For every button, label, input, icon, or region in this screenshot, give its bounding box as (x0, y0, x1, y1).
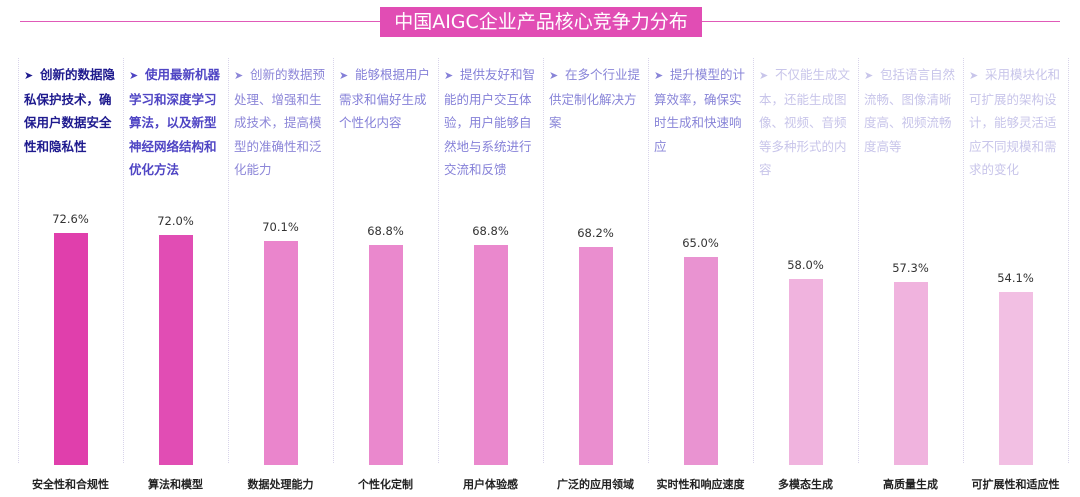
category-label: 安全性和合规性 (32, 478, 109, 491)
column-divider (543, 58, 544, 463)
bar (53, 232, 88, 465)
bar (158, 234, 193, 465)
column-description: ➤ 提供友好和智能的用户交互体验，用户能够自然地与系统进行交流和反馈 (444, 63, 540, 182)
arrow-right-icon: ➤ (759, 69, 769, 82)
category-label: 用户体验感 (463, 478, 518, 491)
arrow-right-icon: ➤ (549, 69, 559, 82)
arrow-right-icon: ➤ (339, 69, 349, 82)
arrow-right-icon: ➤ (129, 69, 139, 82)
column-description: ➤ 不仅能生成文本，还能生成图像、视频、音频等多种形式的内容 (759, 63, 855, 182)
column-description: ➤ 在多个行业提供定制化解决方案 (549, 63, 645, 135)
column-description: ➤ 包括语言自然流畅、图像清晰度高、视频流畅度高等 (864, 63, 960, 158)
column-divider (648, 58, 649, 463)
category-label: 个性化定制 (358, 478, 413, 491)
bar-value-label: 68.2% (577, 225, 614, 240)
bar (683, 257, 718, 465)
column-description: ➤ 创新的数据预处理、增强和生成技术，提高模型的准确性和泛化能力 (234, 63, 330, 182)
column-description: ➤ 采用模块化和可扩展的架构设计，能够灵活适应不同规模和需求的变化 (969, 63, 1065, 182)
column-divider (963, 58, 964, 463)
bar (263, 240, 298, 465)
column-divider (228, 58, 229, 463)
bar-value-label: 57.3% (892, 260, 929, 275)
column-description: ➤ 使用最新机器学习和深度学习算法，以及新型神经网络结构和优化方法 (129, 63, 225, 182)
column-divider (123, 58, 124, 463)
bar (473, 244, 508, 465)
category-label: 实时性和响应速度 (656, 478, 745, 491)
bar-value-label: 54.1% (997, 270, 1034, 285)
description-text: 能够根据用户需求和偏好生成个性化内容 (339, 67, 431, 130)
bar-value-label: 65.0% (682, 236, 719, 250)
header-line-left (20, 21, 380, 22)
bar-value-label: 68.8% (367, 223, 404, 238)
bar (893, 281, 928, 465)
description-text: 采用模块化和可扩展的架构设计，能够灵活适应不同规模和需求的变化 (969, 67, 1061, 177)
arrow-right-icon: ➤ (444, 69, 454, 82)
bar (368, 244, 403, 465)
column-divider (1068, 58, 1069, 463)
category-label: 数据处理能力 (247, 478, 314, 491)
arrow-right-icon: ➤ (24, 69, 34, 82)
description-text: 使用最新机器学习和深度学习算法，以及新型神经网络结构和优化方法 (129, 67, 221, 177)
bar-value-label: 70.1% (262, 219, 299, 234)
arrow-right-icon: ➤ (969, 69, 979, 82)
category-label: 广泛的应用领域 (557, 478, 634, 491)
arrow-right-icon: ➤ (234, 69, 244, 82)
column-divider (333, 58, 334, 463)
bar (788, 279, 823, 465)
header-line-right (702, 21, 1060, 22)
bar-value-label: 58.0% (787, 258, 824, 273)
column-divider (438, 58, 439, 463)
description-text: 创新的数据隐私保护技术，确保用户数据安全性和隐私性 (24, 67, 116, 154)
column-description: ➤ 提升模型的计算效率，确保实时生成和快速响应 (654, 63, 750, 158)
category-label: 算法和模型 (148, 478, 203, 491)
bar (998, 291, 1033, 465)
description-text: 在多个行业提供定制化解决方案 (549, 67, 641, 130)
column-description: ➤ 能够根据用户需求和偏好生成个性化内容 (339, 63, 435, 135)
description-text: 不仅能生成文本，还能生成图像、视频、音频等多种形式的内容 (759, 67, 851, 177)
description-text: 包括语言自然流畅、图像清晰度高、视频流畅度高等 (864, 67, 956, 154)
arrow-right-icon: ➤ (654, 69, 664, 82)
column-description: ➤ 创新的数据隐私保护技术，确保用户数据安全性和隐私性 (24, 63, 120, 158)
bar-value-label: 72.0% (157, 213, 194, 228)
bar-value-label: 68.8% (472, 223, 509, 238)
category-label: 多模态生成 (778, 478, 833, 491)
column-divider (753, 58, 754, 463)
arrow-right-icon: ➤ (864, 69, 874, 82)
bar (578, 246, 613, 465)
category-label: 高质量生成 (883, 478, 938, 491)
column-divider (858, 58, 859, 463)
column-divider (18, 58, 19, 463)
description-text: 提供友好和智能的用户交互体验，用户能够自然地与系统进行交流和反馈 (444, 67, 536, 177)
bar-value-label: 72.6% (52, 211, 89, 226)
description-text: 创新的数据预处理、增强和生成技术，提高模型的准确性和泛化能力 (234, 67, 326, 177)
category-label: 可扩展性和适应性 (971, 478, 1060, 491)
chart-title: 中国AIGC企业产品核心竞争力分布 (380, 7, 702, 37)
description-text: 提升模型的计算效率，确保实时生成和快速响应 (654, 67, 746, 154)
